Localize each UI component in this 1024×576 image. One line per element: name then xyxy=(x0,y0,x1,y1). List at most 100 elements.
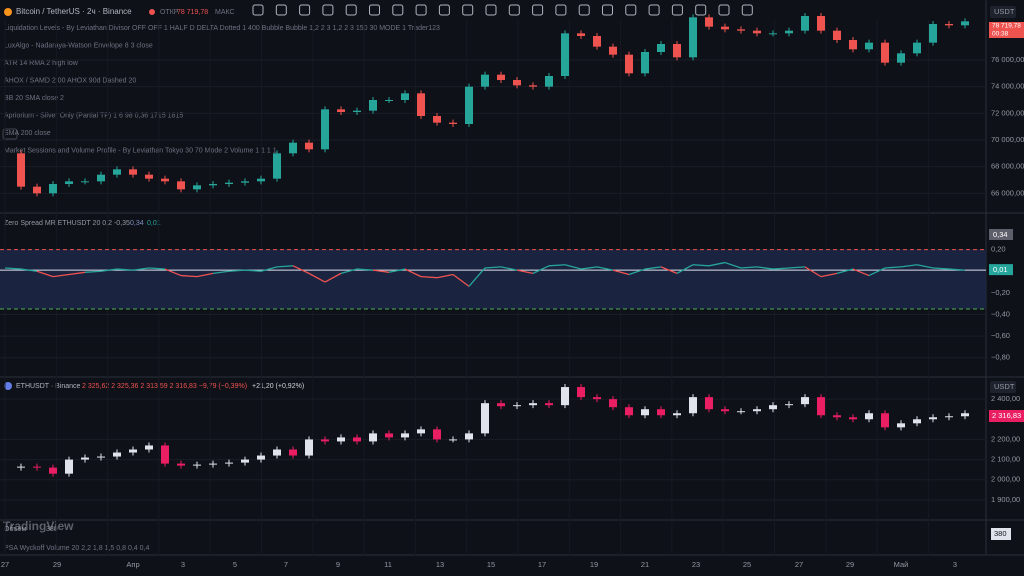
candle xyxy=(177,463,185,466)
candle xyxy=(449,439,457,441)
y-tick-label: 1 900,00 xyxy=(991,495,1020,504)
osc-segment xyxy=(932,267,950,270)
candle xyxy=(113,169,121,175)
toolbar-icon[interactable] xyxy=(741,4,753,16)
toolbar-icon[interactable] xyxy=(462,4,474,16)
osc-segment xyxy=(564,264,582,270)
btc-icon xyxy=(4,8,12,16)
x-tick-label: 9 xyxy=(336,560,340,569)
toolbar-icon[interactable] xyxy=(392,4,404,16)
candle xyxy=(49,467,57,474)
currency-box[interactable] xyxy=(990,6,1016,18)
osc-segment xyxy=(788,266,806,269)
osc-segment xyxy=(260,266,278,272)
candle xyxy=(801,16,809,31)
candle xyxy=(449,122,457,124)
candle xyxy=(273,449,281,456)
candle xyxy=(209,184,217,186)
toolbar-icon[interactable] xyxy=(695,4,707,16)
candle xyxy=(385,100,393,101)
candle xyxy=(129,449,137,453)
candle xyxy=(497,74,505,80)
toolbar-icon[interactable] xyxy=(252,4,264,16)
candle xyxy=(321,109,329,150)
osc-segment xyxy=(868,267,886,277)
y-tick-label: 72 000,00 xyxy=(991,108,1024,117)
toolbar-icon[interactable] xyxy=(625,4,637,16)
x-tick-label: Апр xyxy=(126,560,139,569)
candle xyxy=(353,437,361,442)
candle xyxy=(17,466,25,468)
candle xyxy=(129,169,137,175)
candle xyxy=(305,439,313,456)
toolbar-icon[interactable] xyxy=(275,4,287,16)
indicator-legend: Apriorium - Silver Only (Partial TP) 1 6… xyxy=(4,112,183,119)
collapse-button[interactable] xyxy=(2,128,18,140)
currency[interactable]: USDT xyxy=(994,7,1015,16)
candle xyxy=(753,409,761,412)
osc-segment xyxy=(548,264,566,267)
candle xyxy=(593,397,601,400)
candle xyxy=(689,397,697,414)
x-tick-label: 23 xyxy=(692,560,700,569)
toolbar-icon[interactable] xyxy=(508,4,520,16)
indicator-legend: SMA 200 close xyxy=(4,130,51,137)
y-tick-label: −0,40 xyxy=(991,309,1010,318)
toolbar-icon[interactable] xyxy=(555,4,567,16)
osc-tag-a xyxy=(989,229,1013,240)
toolbar-icon[interactable] xyxy=(485,4,497,16)
candle xyxy=(609,46,617,55)
band xyxy=(0,249,986,310)
open-label: ОТКР xyxy=(160,9,179,16)
x-tick-label: 27 xyxy=(795,560,803,569)
candle xyxy=(817,397,825,416)
symbol-title[interactable]: Bitcoin / TetherUS · 2ч · Binance xyxy=(16,7,132,16)
toolbar-icon[interactable] xyxy=(345,4,357,16)
candle xyxy=(401,93,409,100)
y-tick-label: 74 000,00 xyxy=(991,82,1024,91)
toolbar-icon[interactable] xyxy=(671,4,683,16)
osc-segment xyxy=(804,266,822,278)
osc-segment xyxy=(340,268,358,275)
x-tick-label: 27 xyxy=(1,560,9,569)
toolbar-icon[interactable] xyxy=(718,4,730,16)
osc-segment xyxy=(164,268,182,277)
currency-box[interactable] xyxy=(990,381,1016,393)
candle xyxy=(657,44,665,52)
toolbar-icon[interactable] xyxy=(415,4,427,16)
toolbar-icon[interactable] xyxy=(532,4,544,16)
candle xyxy=(497,403,505,407)
candle xyxy=(913,419,921,424)
osc-value-a: 0,34 xyxy=(130,220,144,227)
osc-segment xyxy=(372,269,390,273)
candle xyxy=(417,93,425,116)
osc-segment xyxy=(212,270,230,275)
eth-currency[interactable]: USDT xyxy=(994,382,1015,391)
toolbar-icon[interactable] xyxy=(578,4,590,16)
indicator-legend: Liquidation Levels - By Leviathan Diviso… xyxy=(4,25,440,32)
wyckoff-title: PSA Wyckoff Volume 20 2,2 1,8 1,5 0,8 0,… xyxy=(4,545,149,552)
y-tick-label: 68 000,00 xyxy=(991,162,1024,171)
candle xyxy=(193,185,201,190)
toolbar-icon[interactable] xyxy=(369,4,380,16)
osc-tag-b-text: 0,01 xyxy=(993,265,1008,274)
candle xyxy=(785,30,793,34)
candle xyxy=(513,80,521,86)
candle xyxy=(673,44,681,58)
toolbar-icon[interactable] xyxy=(602,4,613,16)
toolbar-icon[interactable] xyxy=(299,4,311,16)
osc-segment xyxy=(948,268,966,271)
toolbar-icon[interactable] xyxy=(438,4,450,16)
candle xyxy=(257,178,265,182)
candle xyxy=(65,459,73,474)
y-tick-label: 76 000,00 xyxy=(991,55,1024,64)
volume-tag xyxy=(991,528,1011,540)
osc-segment xyxy=(724,261,742,269)
osc-segment xyxy=(84,270,102,273)
candle xyxy=(737,411,745,413)
x-tick-label: 3 xyxy=(181,560,185,569)
toolbar-icon[interactable] xyxy=(322,4,334,16)
toolbar-icon[interactable] xyxy=(648,4,660,16)
open-value: 78 719,78 xyxy=(177,9,208,16)
candle xyxy=(721,409,729,412)
